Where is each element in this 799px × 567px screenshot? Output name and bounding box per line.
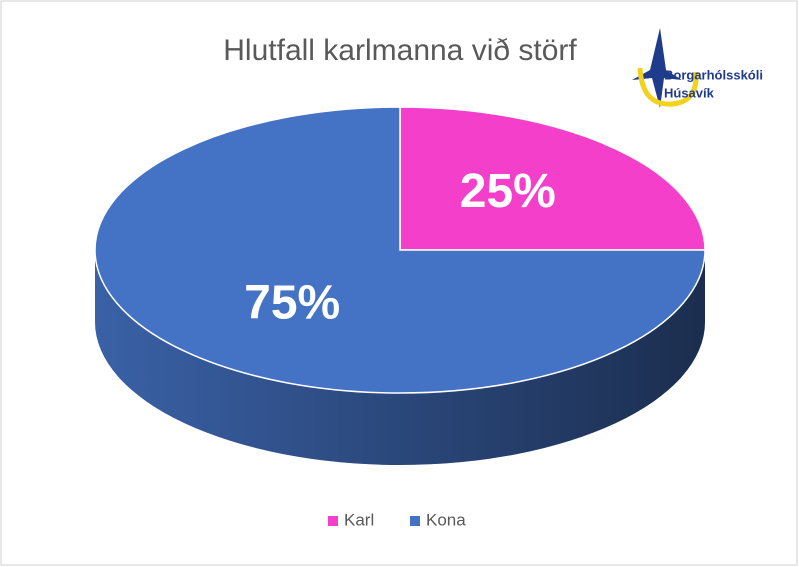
pie-slice: [399, 106, 706, 251]
legend-label: Kona: [426, 510, 466, 529]
data-label: 75%: [244, 276, 340, 329]
pie-slice: [94, 106, 706, 394]
logo-curve: [637, 67, 699, 107]
chart-title: Hlutfall karlmanna við störf: [223, 34, 577, 67]
logo-text: Húsavík: [664, 85, 715, 100]
data-label: 25%: [460, 165, 556, 218]
logo-sail: [632, 28, 682, 108]
legend-swatch: [410, 516, 420, 526]
logo: Borgarhólsskóli Húsavík: [632, 28, 763, 108]
legend-swatch: [328, 516, 338, 526]
pie-side-shade: [95, 250, 705, 465]
logo-text: Borgarhólsskóli: [664, 67, 763, 82]
legend-label: Karl: [344, 510, 374, 529]
